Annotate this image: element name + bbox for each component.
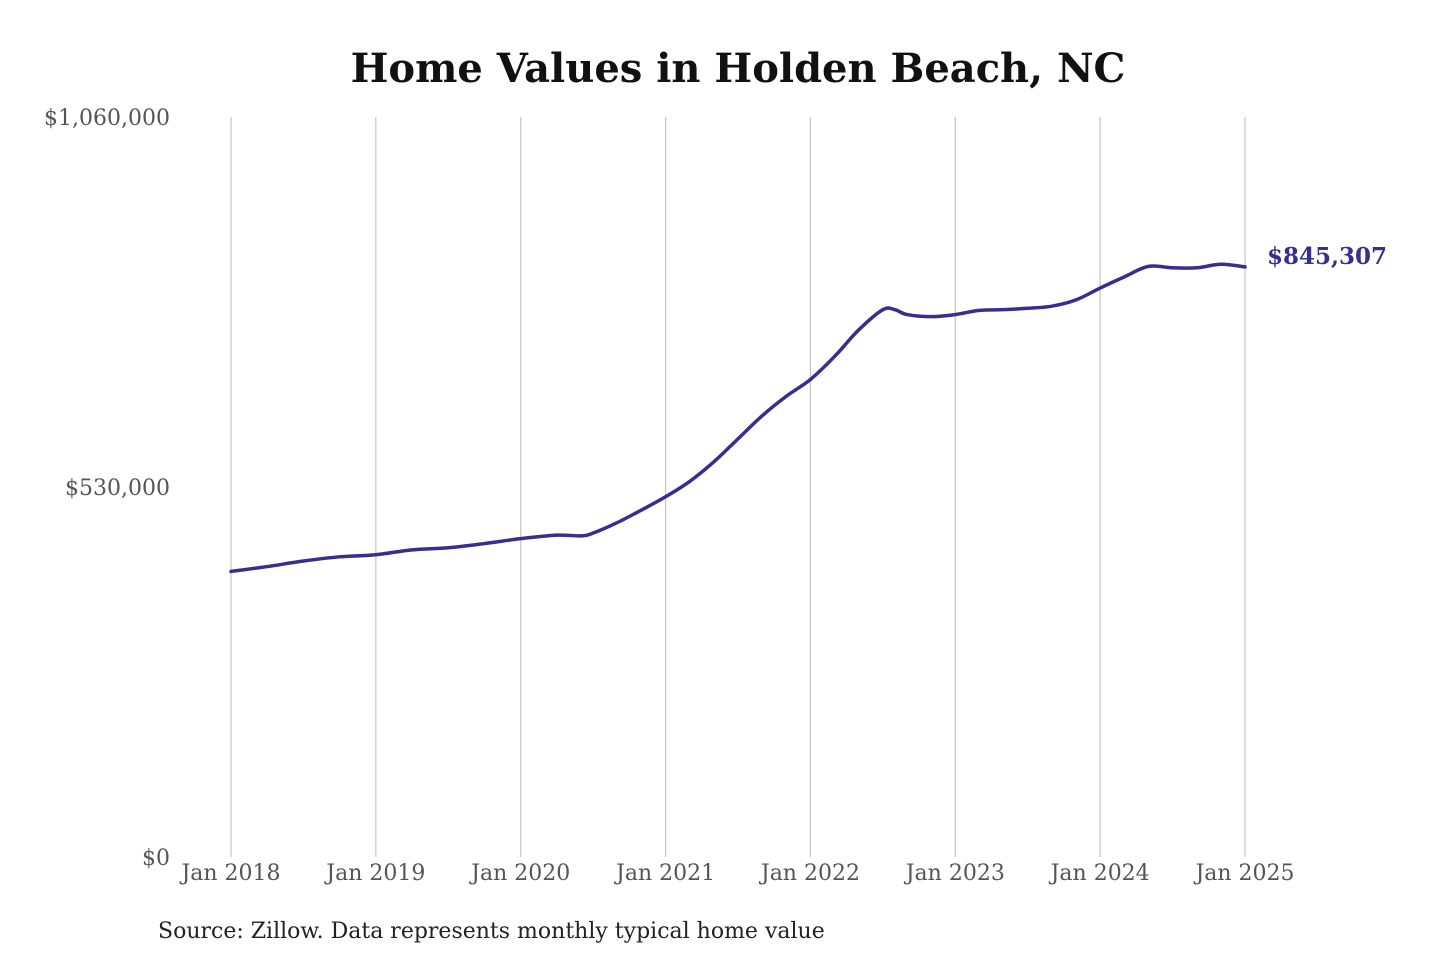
source-note: Source: Zillow. Data represents monthly …	[158, 919, 825, 944]
series-layer	[229, 262, 1247, 574]
end-value-label: $845,307	[1267, 243, 1387, 270]
x-tick-label: Jan 2021	[614, 861, 715, 886]
series-line	[229, 262, 1247, 574]
chart-title: Home Values in Holden Beach, NC	[351, 45, 1126, 92]
y-axis-ticks: $0 $530,000 $1,060,000	[44, 106, 170, 871]
x-tick-label: Jan 2022	[759, 861, 860, 886]
x-tick-label: Jan 2024	[1049, 861, 1150, 886]
x-tick-label: Jan 2020	[469, 861, 570, 886]
x-tick-label: Jan 2025	[1193, 861, 1294, 886]
y-tick-label: $530,000	[65, 476, 170, 501]
x-tick-label: Jan 2019	[324, 861, 425, 886]
y-tick-label: $1,060,000	[44, 106, 170, 131]
gridlines	[230, 117, 1246, 857]
x-tick-label: Jan 2018	[179, 861, 280, 886]
x-tick-label: Jan 2023	[904, 861, 1005, 886]
x-axis-ticks: Jan 2018 Jan 2019 Jan 2020 Jan 2021 Jan 2022…	[179, 861, 1294, 886]
y-tick-label: $0	[142, 846, 170, 871]
